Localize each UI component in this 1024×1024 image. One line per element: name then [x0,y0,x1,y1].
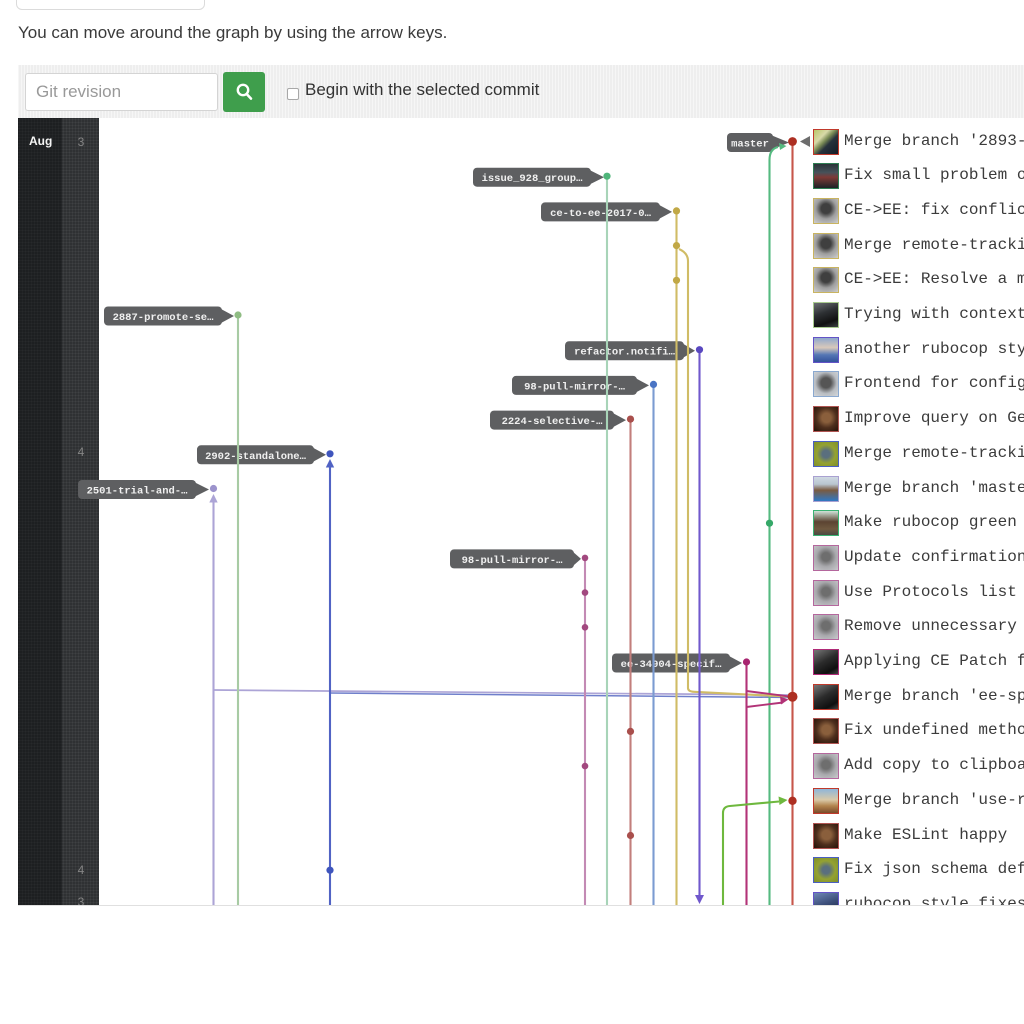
svg-text:98-pull-mirror-…: 98-pull-mirror-… [462,555,564,567]
svg-text:refactor.notifi…: refactor.notifi… [574,347,676,359]
svg-text:master: master [731,139,769,151]
svg-text:ee-34904-specif…: ee-34904-specif… [621,659,723,671]
svg-text:2902-standalone…: 2902-standalone… [205,451,307,463]
svg-text:issue_928_group…: issue_928_group… [482,173,584,185]
svg-text:2224-selective-…: 2224-selective-… [502,416,604,428]
svg-text:ce-to-ee-2017-0…: ce-to-ee-2017-0… [550,208,652,220]
svg-text:98-pull-mirror-…: 98-pull-mirror-… [524,381,626,393]
svg-text:2501-trial-and-…: 2501-trial-and-… [87,486,189,498]
svg-text:2887-promote-se…: 2887-promote-se… [113,312,215,324]
